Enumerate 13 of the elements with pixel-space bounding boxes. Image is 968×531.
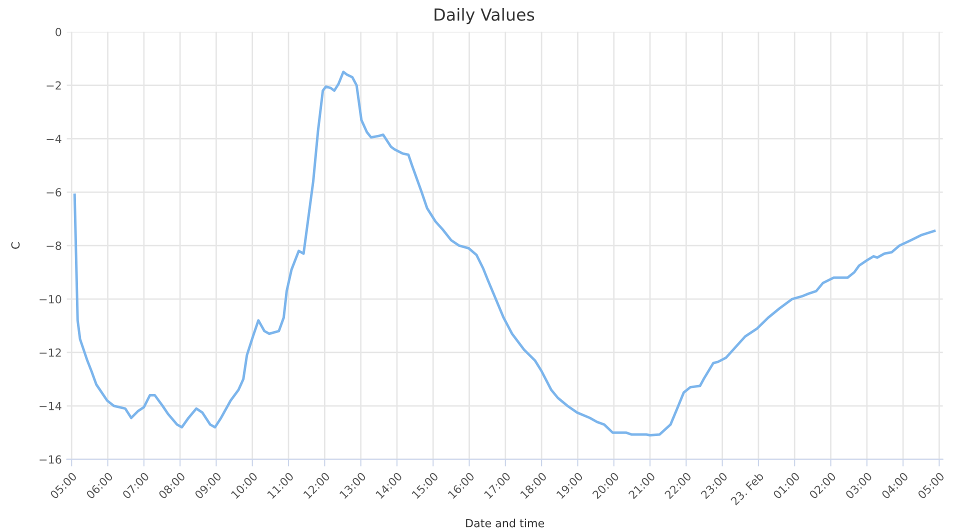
y-axis-title: C: [11, 242, 20, 249]
x-axis-title: Date and time: [466, 518, 544, 528]
y-tick-label: −12: [40, 348, 61, 357]
y-tick-label: −8: [46, 242, 62, 250]
chart-title: Daily Values: [434, 8, 534, 24]
y-tick-label: −14: [40, 402, 62, 410]
y-tick-label: −4: [46, 134, 62, 143]
y-tick-label: −10: [40, 294, 62, 304]
y-tick-label: 0: [56, 28, 62, 36]
y-tick-label: −2: [46, 81, 61, 90]
x-tick-label: 23. Feb: [730, 472, 764, 506]
y-tick-label: −16: [40, 455, 62, 464]
y-tick-label: −6: [46, 188, 62, 197]
